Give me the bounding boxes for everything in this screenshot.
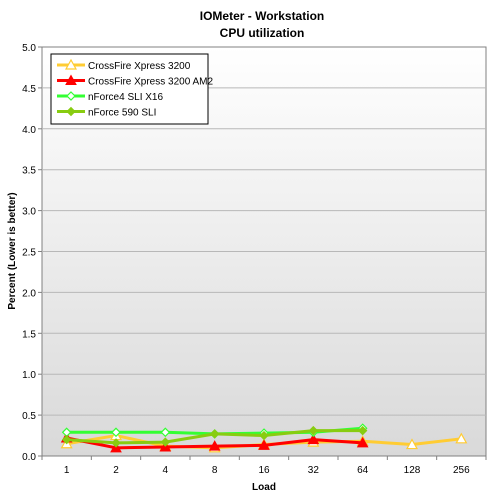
chart-title: IOMeter - Workstation [200, 9, 324, 23]
x-tick-label: 1 [64, 465, 70, 476]
y-tick-label: 4.5 [22, 84, 36, 95]
data-point [61, 434, 72, 445]
x-tick-label: 2 [113, 465, 119, 476]
x-axis-title: Load [252, 482, 276, 493]
data-point [160, 437, 171, 447]
x-tick-label: 8 [212, 465, 218, 476]
legend: CrossFire Xpress 3200 CrossFire Xpress 32… [50, 53, 213, 125]
legend-marker [64, 58, 78, 70]
legend-marker [66, 106, 76, 117]
data-point [111, 438, 121, 448]
series-1 [60, 431, 369, 453]
legend-item: CrossFire Xpress 3200 AM2 [57, 74, 213, 88]
data-point [258, 439, 270, 450]
x-tick-label: 256 [453, 465, 470, 476]
y-tick-label: 4.0 [22, 125, 36, 136]
legend-label: CrossFire Xpress 3200 [88, 61, 191, 72]
data-point [209, 429, 220, 439]
legend-label: nForce4 SLI X16 [88, 92, 163, 103]
x-tick-label: 64 [357, 465, 369, 476]
data-point [111, 427, 121, 438]
data-point [160, 427, 171, 438]
series-3 [61, 425, 368, 448]
legend-label: nForce 590 SLI [88, 108, 156, 119]
y-tick-label: 3.0 [22, 207, 36, 218]
chart-subtitle: CPU utilization [220, 26, 305, 40]
y-tick-label: 0.5 [22, 411, 36, 422]
x-tick-label: 128 [404, 465, 421, 476]
y-tick-label: 3.5 [22, 166, 36, 177]
y-tick-label: 1.0 [22, 370, 36, 381]
legend-item: nForce 590 SLI [57, 106, 156, 119]
legend-marker [65, 74, 77, 85]
legend-item: nForce4 SLI X16 [57, 91, 163, 103]
y-tick-label: 1.5 [22, 329, 36, 340]
legend-label: CrossFire Xpress 3200 AM2 [88, 77, 213, 88]
y-axis-title: Percent (Lower is better) [7, 192, 18, 309]
x-tick-label: 16 [258, 465, 270, 476]
x-tick-label: 32 [308, 465, 320, 476]
legend-marker [66, 91, 76, 101]
data-point [356, 436, 369, 448]
y-tick-label: 0.0 [22, 452, 36, 463]
y-tick-label: 2.0 [22, 288, 36, 299]
data-point [357, 425, 368, 436]
legend-item: CrossFire Xpress 3200 [57, 58, 191, 72]
data-point [208, 440, 221, 451]
data-point [259, 430, 269, 441]
y-tick-label: 2.5 [22, 248, 36, 259]
data-point [307, 433, 320, 445]
series-group [60, 423, 468, 453]
y-tick-label: 5.0 [22, 43, 36, 54]
data-point [308, 425, 319, 436]
data-point [405, 438, 419, 450]
y-axis-ticks: 0.0 0.5 1.0 1.5 2.0 2.5 3.0 3.5 4.0 4.5 5.0 [22, 43, 42, 463]
data-point [455, 432, 468, 444]
x-axis-ticks: 1 2 4 8 16 32 64 128 256 [41, 456, 487, 476]
x-tick-label: 4 [163, 465, 169, 476]
